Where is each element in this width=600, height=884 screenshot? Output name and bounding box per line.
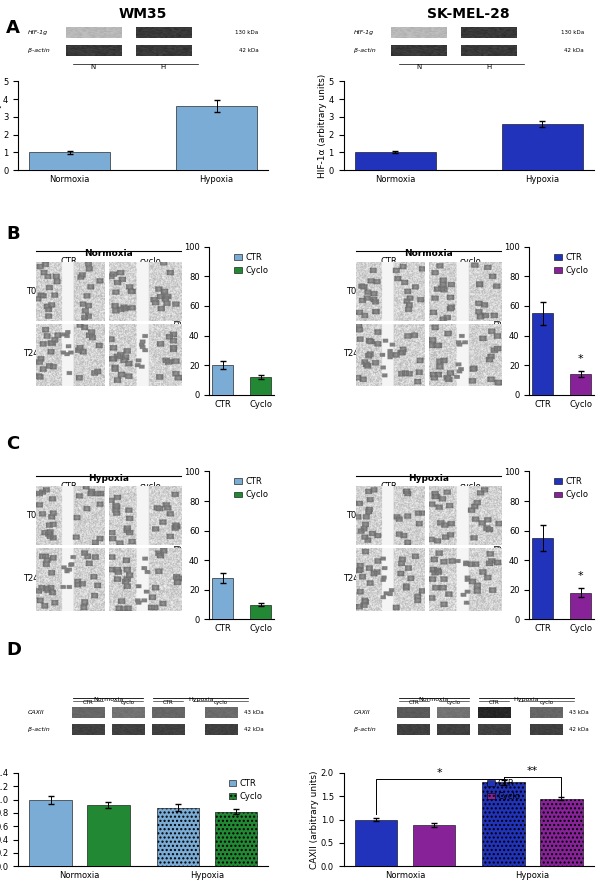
Bar [250, 605, 271, 620]
Text: 42 kDa: 42 kDa [244, 727, 263, 732]
Text: Normoxia: Normoxia [404, 249, 453, 258]
Text: Hypoxia: Hypoxia [188, 697, 214, 702]
Bar [29, 152, 110, 170]
Bar [87, 805, 130, 866]
Text: β-actin: β-actin [353, 48, 376, 53]
Text: 43 kDa: 43 kDa [569, 710, 589, 715]
Text: T0: T0 [346, 286, 356, 295]
Text: cyclo: cyclo [446, 699, 461, 705]
Text: CTR: CTR [83, 699, 94, 705]
Text: Hypoxia: Hypoxia [514, 697, 539, 702]
Text: cyclo: cyclo [460, 257, 481, 266]
Text: T0: T0 [26, 511, 36, 521]
Text: *: * [578, 354, 583, 363]
Text: T24: T24 [23, 349, 38, 358]
Text: N: N [91, 64, 96, 70]
Text: 130 kDa: 130 kDa [235, 30, 259, 35]
Y-axis label: % migration: % migration [173, 518, 182, 573]
Text: CTR: CTR [488, 699, 499, 705]
Bar [413, 826, 455, 866]
Bar [540, 798, 583, 866]
Text: cyclo: cyclo [460, 482, 481, 491]
Text: CTR: CTR [409, 699, 419, 705]
Bar [157, 808, 199, 866]
Text: C: C [6, 435, 19, 453]
Y-axis label: HIF-1α (arbitrary units): HIF-1α (arbitrary units) [318, 73, 327, 178]
Text: CTR: CTR [380, 257, 397, 266]
Text: CAXII: CAXII [28, 710, 44, 715]
Text: **: ** [527, 766, 538, 775]
Title: WM35: WM35 [119, 7, 167, 21]
Text: CTR: CTR [61, 257, 77, 266]
Title: SK-MEL-28: SK-MEL-28 [427, 7, 510, 21]
Text: cyclo: cyclo [140, 257, 161, 266]
Text: CTR: CTR [380, 482, 397, 491]
Text: D: D [6, 641, 21, 659]
Y-axis label: HIF-1α (arbitrary units): HIF-1α (arbitrary units) [0, 73, 2, 178]
Text: T24: T24 [343, 574, 358, 583]
Text: T0: T0 [26, 286, 36, 295]
Bar [355, 152, 436, 170]
Legend: CTR, Cyclo: CTR, Cyclo [553, 251, 590, 277]
Bar [212, 365, 233, 395]
Text: 42 kDa: 42 kDa [564, 48, 584, 53]
Text: T24: T24 [23, 574, 38, 583]
Text: Normoxia: Normoxia [93, 697, 123, 702]
Text: β-actin: β-actin [28, 727, 50, 732]
Bar [570, 374, 591, 395]
Y-axis label: % migration: % migration [173, 293, 182, 348]
Bar [482, 782, 525, 866]
Text: β-actin: β-actin [353, 727, 376, 732]
Text: CTR: CTR [61, 482, 77, 491]
Text: T24: T24 [343, 349, 358, 358]
Y-axis label: % migration: % migration [493, 293, 502, 348]
Y-axis label: CAXII (arbitrary units): CAXII (arbitrary units) [310, 770, 319, 869]
Bar [212, 578, 233, 620]
Text: cyclo: cyclo [539, 699, 553, 705]
Y-axis label: % migration: % migration [493, 518, 502, 573]
Bar [532, 538, 553, 620]
Text: 42 kDa: 42 kDa [569, 727, 589, 732]
Text: B: B [6, 225, 20, 243]
Text: A: A [6, 19, 20, 37]
Bar [570, 593, 591, 620]
Text: Hypoxia: Hypoxia [408, 474, 449, 483]
Text: cyclo: cyclo [140, 482, 161, 491]
Text: Normoxia: Normoxia [85, 249, 133, 258]
Bar [176, 106, 257, 170]
Bar [502, 124, 583, 170]
Legend: CTR, Cyclo: CTR, Cyclo [233, 476, 270, 501]
Bar [250, 377, 271, 395]
Bar [215, 812, 257, 866]
Text: Normoxia: Normoxia [419, 697, 449, 702]
Bar [29, 800, 72, 866]
Legend: CTR, Cyclo: CTR, Cyclo [233, 251, 270, 277]
Text: 130 kDa: 130 kDa [561, 30, 584, 35]
Text: HIF-1g: HIF-1g [353, 30, 374, 35]
Legend: CTR, Cyclo: CTR, Cyclo [553, 476, 590, 501]
Text: *: * [437, 767, 443, 778]
Text: HIF-1g: HIF-1g [28, 30, 48, 35]
Text: T0: T0 [346, 511, 356, 521]
Text: cyclo: cyclo [214, 699, 228, 705]
Text: H: H [486, 64, 491, 70]
Text: CAXII: CAXII [353, 710, 370, 715]
Legend: CTR, Cyclo: CTR, Cyclo [485, 777, 523, 803]
Legend: CTR, Cyclo: CTR, Cyclo [227, 777, 264, 803]
Text: β-actin: β-actin [28, 48, 50, 53]
Text: H: H [161, 64, 166, 70]
Text: cyclo: cyclo [121, 699, 135, 705]
Text: N: N [416, 64, 421, 70]
Text: Hypoxia: Hypoxia [88, 474, 129, 483]
Text: CTR: CTR [163, 699, 173, 705]
Bar [355, 819, 397, 866]
Text: 42 kDa: 42 kDa [239, 48, 259, 53]
Bar [532, 313, 553, 395]
Text: 43 kDa: 43 kDa [244, 710, 263, 715]
Text: *: * [578, 571, 583, 581]
